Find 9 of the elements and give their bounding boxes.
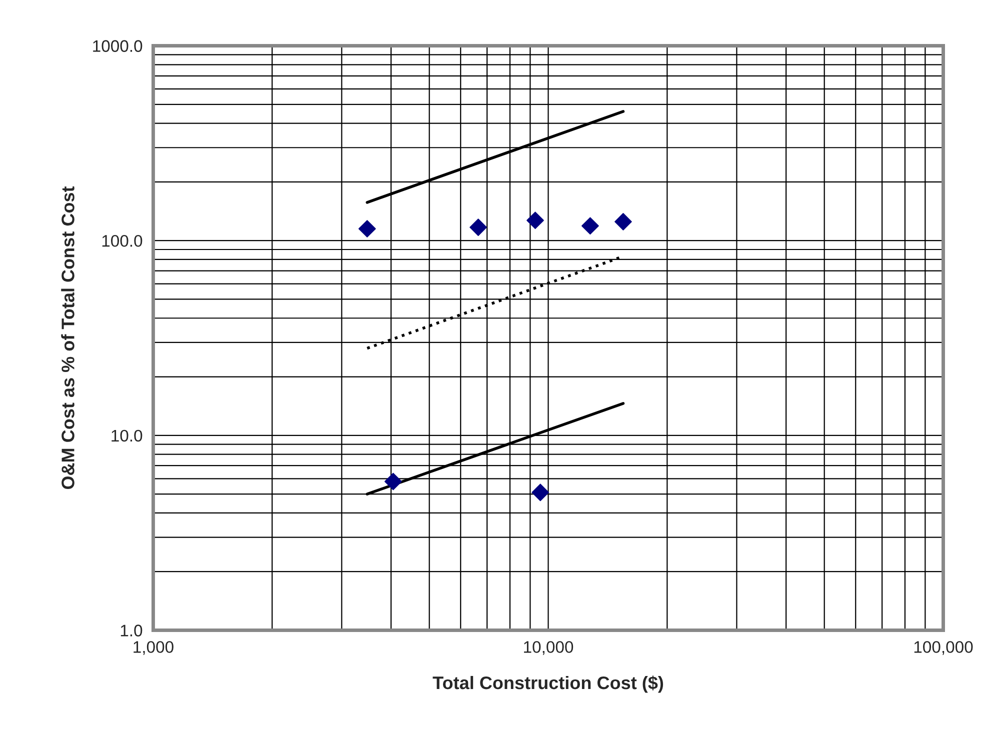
x-tick-label: 10,000: [524, 641, 574, 655]
y-tick-label: 1.0: [120, 624, 142, 636]
y-tick-label: 10.0: [112, 430, 142, 442]
y-tick-label: 100.0: [102, 234, 142, 247]
x-tick-label: 100,000: [914, 641, 973, 655]
x-axis-title: Total Construction Cost ($): [432, 676, 664, 693]
y-axis-title: O&M Cost as % of Total Const Cost: [61, 186, 74, 490]
x-tick-label: 1,000: [134, 641, 174, 655]
y-tick-label: 1000.0: [93, 40, 142, 52]
